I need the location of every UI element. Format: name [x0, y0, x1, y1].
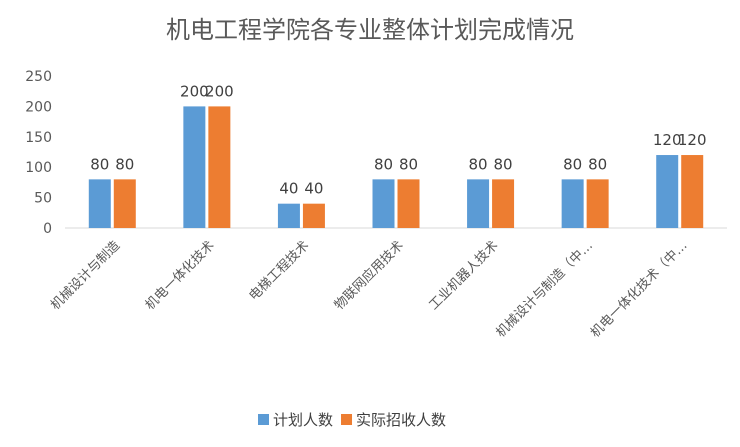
legend-label: 实际招收人数: [356, 411, 446, 429]
legend-label: 计划人数: [273, 411, 333, 429]
data-label: 80: [469, 155, 488, 173]
x-category-label: 机电一体化技术: [143, 238, 218, 313]
bar-actual: [397, 179, 420, 228]
y-tick-label: 150: [25, 130, 52, 146]
bar-planned: [372, 179, 395, 228]
bar-planned: [183, 106, 206, 228]
y-tick-label: 200: [25, 99, 52, 115]
legend-swatch: [341, 414, 353, 425]
bar-planned: [88, 179, 111, 228]
data-label: 200: [180, 82, 209, 100]
data-label: 80: [399, 155, 418, 173]
bar-planned: [656, 155, 679, 228]
data-label: 40: [279, 180, 298, 198]
y-tick-label: 100: [25, 160, 52, 176]
bar-actual: [208, 106, 231, 228]
y-tick-label: 0: [43, 221, 52, 237]
data-label: 80: [563, 155, 582, 173]
x-category-label: 机械设计与制造: [48, 238, 123, 313]
chart-title: 机电工程学院各专业整体计划完成情况: [166, 16, 574, 44]
data-label: 80: [374, 155, 393, 173]
x-category-label: 物联网应用技术: [331, 238, 407, 314]
bar-actual: [113, 179, 136, 228]
bar-planned: [561, 179, 584, 228]
bar-planned: [467, 179, 490, 228]
bar-actual: [681, 155, 704, 228]
legend-swatch: [258, 414, 269, 425]
bar-planned: [277, 203, 300, 228]
data-label: 80: [588, 155, 607, 173]
x-category-label: 电梯工程技术: [246, 238, 312, 304]
data-label: 200: [205, 82, 234, 100]
x-category-label: 机电一体化技术（中…: [588, 238, 691, 341]
data-label: 40: [304, 180, 323, 198]
data-label: 80: [115, 155, 134, 173]
data-label: 80: [90, 155, 109, 173]
bar-actual: [586, 179, 609, 228]
y-tick-label: 50: [34, 191, 52, 207]
data-label: 80: [494, 155, 513, 173]
data-label: 120: [678, 131, 707, 149]
bar-actual: [302, 203, 325, 228]
bar-actual: [492, 179, 515, 228]
x-category-label: 工业机器人技术: [426, 238, 501, 313]
data-label: 120: [653, 131, 682, 149]
x-category-label: 机械设计与制造（中…: [493, 238, 596, 341]
y-tick-label: 250: [25, 69, 52, 85]
